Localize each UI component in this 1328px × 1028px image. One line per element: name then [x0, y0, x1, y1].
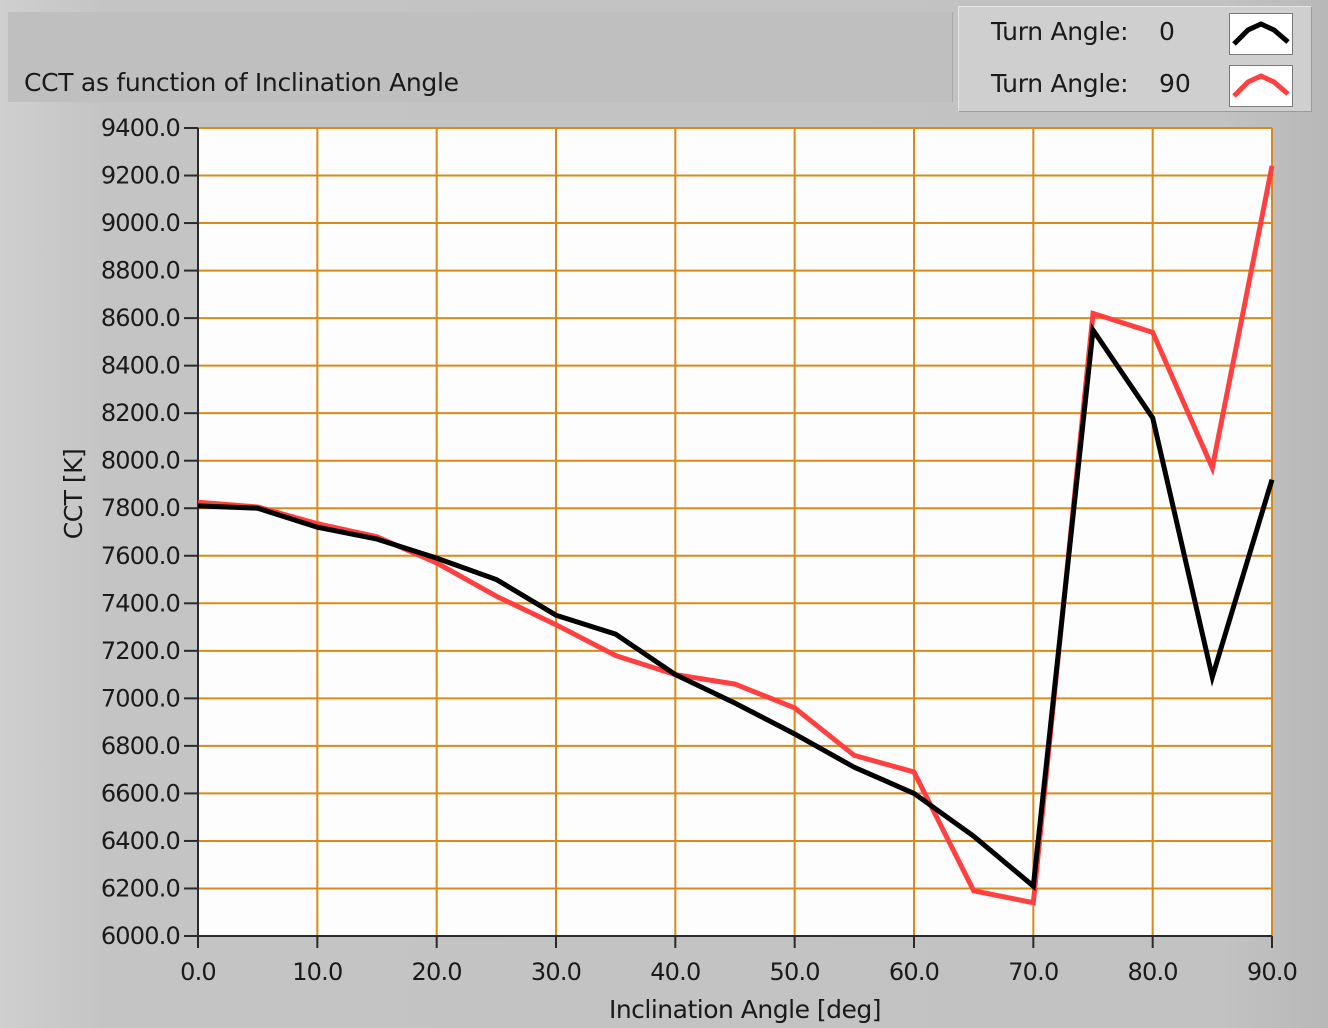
x-axis-title: Inclination Angle [deg] — [609, 995, 881, 1024]
x-tick-label: 30.0 — [531, 958, 581, 986]
x-tick-label: 50.0 — [770, 958, 820, 986]
x-tick-label: 20.0 — [412, 958, 462, 986]
y-tick-label: 7600.0 — [101, 542, 180, 570]
y-tick-label: 8600.0 — [101, 304, 180, 332]
x-tick-label: 90.0 — [1247, 958, 1297, 986]
y-tick-label: 7400.0 — [101, 589, 180, 617]
y-tick-label: 9400.0 — [101, 114, 180, 142]
line-swatch-black-icon[interactable] — [1229, 13, 1293, 55]
x-tick-label: 70.0 — [1008, 958, 1058, 986]
y-tick-label: 8400.0 — [101, 352, 180, 380]
line-swatch-red-icon[interactable] — [1229, 65, 1293, 107]
y-axis-title: CCT [K] — [59, 449, 88, 540]
chart-title: CCT as function of Inclination Angle — [24, 68, 459, 97]
y-tick-label: 6000.0 — [101, 922, 180, 950]
y-tick-label: 6600.0 — [101, 779, 180, 807]
y-tick-label: 6200.0 — [101, 874, 180, 902]
plot-area-frame: 6000.0 6200.0 6400.0 6600.0 6800.0 7000.0 7200… — [0, 110, 1310, 1028]
x-tick-label: 40.0 — [650, 958, 700, 986]
y-tick-label: 6400.0 — [101, 827, 180, 855]
legend-label: Turn Angle: — [991, 69, 1128, 98]
y-tick-label: 8000.0 — [101, 447, 180, 475]
legend-item-turn-angle-90[interactable]: Turn Angle: 90 — [959, 61, 1311, 111]
cct-chart[interactable]: 6000.0 6200.0 6400.0 6600.0 6800.0 7000.0 7200… — [0, 110, 1310, 1028]
legend-label: Turn Angle: — [991, 17, 1128, 46]
x-tick-label: 0.0 — [180, 958, 216, 986]
plot-legend[interactable]: Turn Angle: 0 Turn Angle: 90 — [958, 6, 1312, 112]
legend-value: 0 — [1159, 17, 1175, 46]
y-tick-label: 7000.0 — [101, 684, 180, 712]
y-tick-label: 6800.0 — [101, 732, 180, 760]
legend-value: 90 — [1159, 69, 1191, 98]
legend-item-turn-angle-0[interactable]: Turn Angle: 0 — [959, 9, 1311, 59]
title-bar: CCT as function of Inclination Angle — [8, 12, 953, 102]
x-tick-label: 60.0 — [889, 958, 939, 986]
x-tick-label: 80.0 — [1128, 958, 1178, 986]
y-tick-label: 8200.0 — [101, 399, 180, 427]
x-tick-label: 10.0 — [292, 958, 342, 986]
y-tick-label: 9200.0 — [101, 162, 180, 190]
y-tick-label: 7200.0 — [101, 637, 180, 665]
y-tick-label: 8800.0 — [101, 257, 180, 285]
y-tick-label: 9000.0 — [101, 209, 180, 237]
y-tick-label: 7800.0 — [101, 494, 180, 522]
